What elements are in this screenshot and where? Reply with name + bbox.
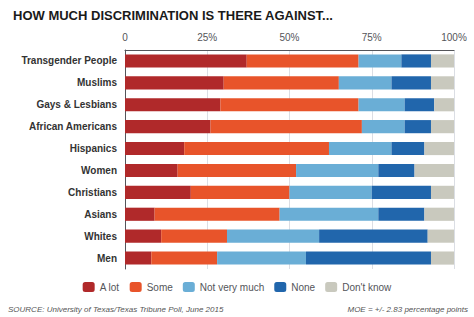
svg-text:Christians: Christians [68,187,117,198]
svg-text:MOE = +/- 2.83 percentage poin: MOE = +/- 2.83 percentage points [347,305,468,314]
svg-text:0: 0 [122,32,128,43]
svg-text:HOW MUCH DISCRIMINATION IS THE: HOW MUCH DISCRIMINATION IS THERE AGAINST… [13,8,333,23]
svg-text:Asians: Asians [84,209,117,220]
svg-text:Gays & Lesbians: Gays & Lesbians [36,99,117,110]
svg-text:Hispanics: Hispanics [70,143,118,154]
svg-text:Some: Some [147,282,174,293]
svg-text:A lot: A lot [100,282,120,293]
svg-text:75%: 75% [362,32,382,43]
svg-text:25%: 25% [197,32,217,43]
svg-text:Whites: Whites [84,231,117,242]
svg-text:50%: 50% [279,32,299,43]
svg-text:Transgender People: Transgender People [21,55,117,66]
svg-text:Don't know: Don't know [342,282,392,293]
svg-text:African Americans: African Americans [29,121,117,132]
svg-text:Men: Men [97,253,117,264]
svg-text:None: None [291,282,315,293]
svg-text:SOURCE: University of Texas/Te: SOURCE: University of Texas/Texas Tribun… [8,305,224,314]
svg-text:Women: Women [81,165,117,176]
svg-text:100%: 100% [441,32,467,43]
svg-text:Muslims: Muslims [77,77,117,88]
svg-text:Not very much: Not very much [200,282,264,293]
